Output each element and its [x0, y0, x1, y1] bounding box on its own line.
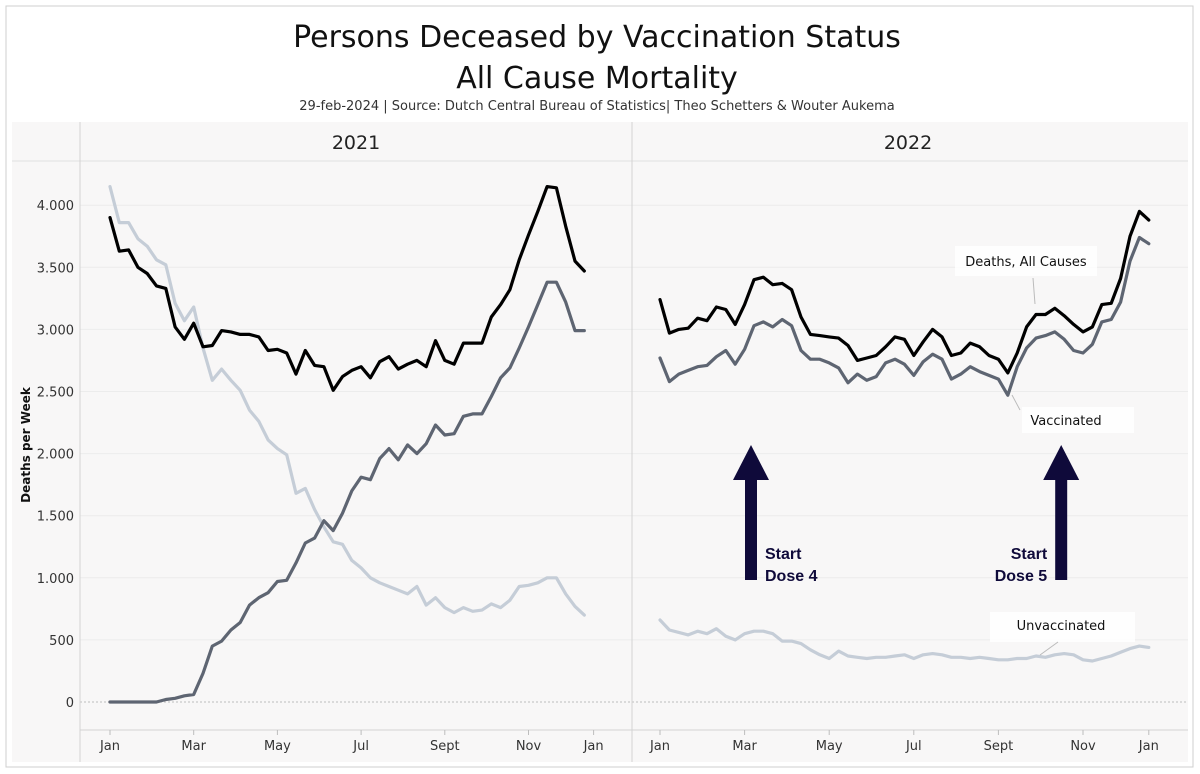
series-line-2021-unvaccinated	[108, 185, 586, 617]
dose-arrow-4	[733, 445, 769, 580]
y-tick-label: 500	[49, 634, 74, 649]
grid-layer	[80, 204, 1188, 703]
series-line-2021-vaccinated	[108, 280, 586, 704]
label-leader-all	[1032, 277, 1036, 305]
y-tick-label: 3.000	[37, 323, 74, 338]
y-tick-label: 1.500	[37, 510, 74, 525]
label-leader-vaccinated	[1011, 394, 1021, 411]
dose-arrow-5	[1043, 445, 1080, 580]
series-label-unvaccinated: Unvaccinated	[1017, 619, 1106, 634]
x-tick-label: Jan	[583, 739, 604, 754]
y-axis-label: Deaths per Week	[19, 386, 33, 503]
x-tick-label: Nov	[516, 739, 542, 754]
chart-title-line-2: All Cause Mortality	[456, 61, 738, 96]
y-tick-label: 3.500	[37, 261, 74, 276]
x-tick-label: Jan	[1138, 739, 1159, 754]
x-tick-label: Jan	[649, 739, 670, 754]
x-tick-label: Nov	[1070, 739, 1096, 754]
series-label-all: Deaths, All Causes	[965, 255, 1087, 270]
x-tick-label: Jan	[99, 739, 120, 754]
tick-layer: 0 500 1.000 1.500 2.000 2.500 3.000 3.500 4.000 J…	[37, 199, 1159, 754]
series-line-2022-vaccinated	[658, 235, 1151, 397]
label-box-vaccinated	[1022, 407, 1134, 433]
x-tick-label: Mar	[181, 739, 206, 754]
panel-area	[12, 122, 1188, 762]
x-tick-label: Sept	[430, 739, 460, 754]
annot-layer: Deaths, All Causes Vaccinated Unvaccinated…	[733, 246, 1135, 656]
series-line-2022-all	[658, 209, 1151, 375]
label-box-unvaccinated	[990, 612, 1135, 642]
series-line-2021-all	[108, 185, 586, 392]
series-label-vaccinated: Vaccinated	[1030, 414, 1101, 429]
series-layer	[108, 185, 1151, 704]
dose-label-line-1: Start	[765, 546, 802, 563]
y-tick-label: 4.000	[37, 199, 74, 214]
y-tick-label: 1.000	[37, 572, 74, 587]
label-box-all	[955, 246, 1097, 276]
x-tick-label: Jul	[905, 739, 922, 754]
dose-label-line-1: Start	[1011, 546, 1048, 563]
panel-title-2022: 2022	[884, 132, 932, 154]
dose-label-line-2: Dose 4	[765, 568, 818, 585]
panel-title-2021: 2021	[332, 132, 380, 154]
y-tick-label: 2.000	[37, 448, 74, 463]
x-tick-label: May	[816, 739, 843, 754]
series-line-2022-unvaccinated	[658, 618, 1151, 663]
chart-title-line-1: Persons Deceased by Vaccination Status	[293, 20, 901, 55]
x-tick-label: Mar	[732, 739, 757, 754]
chart-subtitle: 29-feb-2024 | Source: Dutch Central Bure…	[299, 99, 894, 114]
y-tick-label: 2.500	[37, 386, 74, 401]
x-tick-label: Sept	[984, 739, 1014, 754]
x-tick-label: Jul	[352, 739, 369, 754]
y-tick-label: 0	[66, 696, 74, 711]
label-leader-unvaccinated	[1039, 641, 1059, 656]
x-tick-label: May	[264, 739, 291, 754]
dose-label-line-2: Dose 5	[995, 568, 1048, 585]
